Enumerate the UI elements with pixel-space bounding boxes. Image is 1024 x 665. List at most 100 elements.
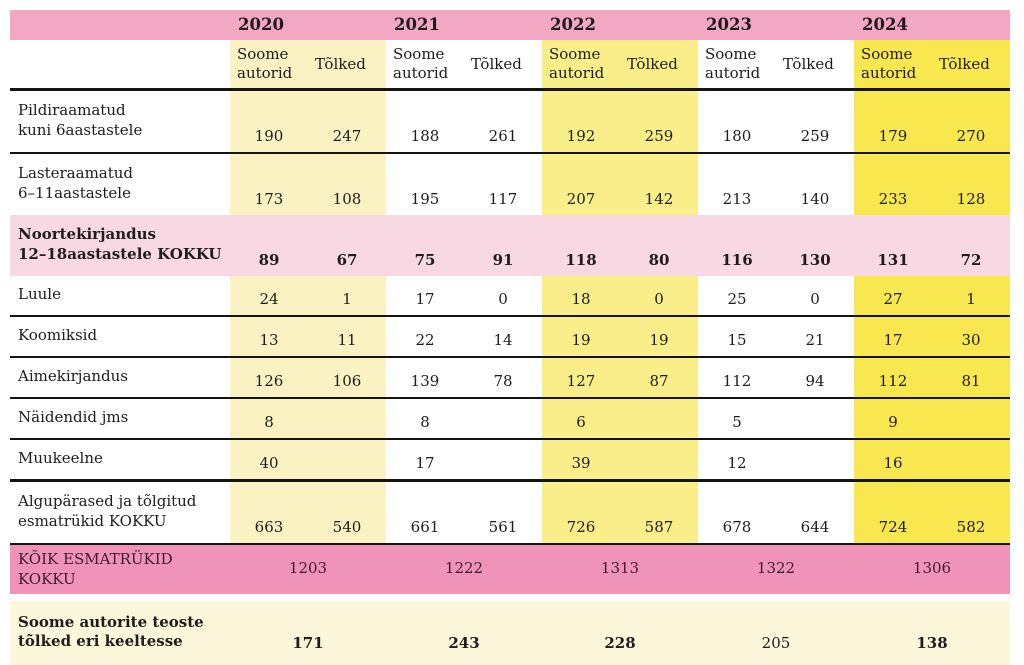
value-cell: 80 [620,215,698,276]
value-cell: 78 [464,357,542,399]
row-koik-esmatrukid-kokku: KÕIK ESMATRÜKID KOKKU 1203 1222 1313 132… [10,544,1010,594]
grand-total-label: KÕIK ESMATRÜKID KOKKU [10,544,230,594]
value-cell [776,439,854,482]
footer-value: 228 [542,601,698,665]
row-koomiksid: Koomiksid 13 11 22 14 19 19 15 21 17 30 [10,316,1010,358]
value-cell: 540 [308,480,386,545]
row-pildiraamatud: Pildiraamatud kuni 6aastastele 190 247 1… [10,89,1010,154]
value-cell [464,439,542,482]
value-cell: 8 [386,398,464,440]
grand-total-value: 1322 [698,544,854,594]
value-cell: 39 [542,439,620,482]
year-header-2023: 2023 [698,10,854,40]
value-cell: 173 [230,153,308,215]
value-cell [932,439,1010,482]
row-label: Lasteraamatud 6–11aastastele [18,164,134,202]
value-cell: 140 [800,189,830,208]
value-cell: 127 [542,357,620,399]
value-cell: 17 [854,316,932,358]
value-cell: 724 [854,480,932,545]
value-cell: 94 [776,357,854,399]
subheader-tolked: Tõlked [776,40,854,91]
value-cell: 24 [230,276,308,317]
year-header-2020: 2020 [230,10,386,40]
value-cell: 19 [620,316,698,358]
value-cell: 17 [386,439,464,482]
value-cell: 11 [308,316,386,358]
subheader-tolked: Tõlked [932,40,1010,91]
value-cell: 179 [854,89,932,154]
value-cell: 142 [620,153,698,215]
subheader-soome-autorid: Soome autorid [542,40,620,91]
value-cell: 118 [542,215,620,276]
value-cell: 1 [932,276,1010,317]
value-cell: 72 [932,215,1010,276]
year-header-2022: 2022 [542,10,698,40]
grand-total-value: 1313 [542,544,698,594]
value-cell: 13 [230,316,308,358]
row-label: Koomiksid [10,316,230,358]
value-cell: 106 [308,357,386,399]
footer-value: 138 [854,601,1010,665]
value-cell: 117 [488,189,518,208]
value-cell: 195 [410,189,440,208]
value-cell: 14 [464,316,542,358]
value-cell: 6 [542,398,620,440]
value-cell: 190 [230,89,308,154]
value-cell: 270 [932,89,1010,154]
value-cell: 663 [230,480,308,545]
value-cell [776,398,854,440]
value-cell: 139 [386,357,464,399]
value-cell: 5 [698,398,776,440]
value-cell [308,398,386,440]
value-cell: 128 [932,153,1010,215]
value-cell: 0 [776,276,854,317]
value-cell: 8 [230,398,308,440]
value-cell: 19 [542,316,620,358]
row-aimekirjandus: Aimekirjandus 126 106 139 78 127 87 112 … [10,357,1010,399]
value-cell: 644 [776,480,854,545]
footer-value: 243 [386,601,542,665]
subheader-soome-autorid: Soome autorid [230,40,308,91]
value-cell: 0 [464,276,542,317]
year-header-2024: 2024 [854,10,1010,40]
value-cell: 259 [776,89,854,154]
subheader-soome-autorid: Soome autorid [698,40,776,91]
value-cell: 27 [854,276,932,317]
value-cell: 112 [854,357,932,399]
grand-total-value: 1306 [854,544,1010,594]
value-cell: 587 [620,480,698,545]
subheader-soome-autorid: Soome autorid [386,40,464,91]
subheader-soome-autorid: Soome autorid [854,40,932,91]
value-cell: 108 [308,153,386,215]
value-cell: 12 [698,439,776,482]
grand-total-value: 1203 [230,544,386,594]
value-cell: 17 [386,276,464,317]
value-cell: 661 [386,480,464,545]
row-soome-tolked-footer: Soome autorite teoste tõlked eri keeltes… [10,601,1010,665]
value-cell: 582 [932,480,1010,545]
year-header-spacer [10,10,230,40]
row-luule: Luule 24 1 17 0 18 0 25 0 27 1 [10,276,1010,317]
value-cell [620,439,698,482]
value-cell: 21 [776,316,854,358]
footer-label: Soome autorite teoste tõlked eri keeltes… [10,601,230,665]
footer-value: 171 [230,601,386,665]
row-label: Näidendid jms [10,398,230,440]
value-cell: 112 [698,357,776,399]
spacer-cell [10,594,1010,601]
value-cell: 207 [542,153,620,215]
value-cell [464,398,542,440]
year-header-2021: 2021 [386,10,542,40]
value-cell: 180 [698,89,776,154]
value-cell: 87 [620,357,698,399]
value-cell: 30 [932,316,1010,358]
value-cell: 561 [464,480,542,545]
value-cell: 81 [932,357,1010,399]
row-label: Muukeelne [10,439,230,482]
value-cell: 75 [386,215,464,276]
row-spacer [10,594,1010,601]
row-label: Noortekirjandus 12–18aastastele KOKKU [10,215,230,276]
subheader-spacer [10,40,230,91]
